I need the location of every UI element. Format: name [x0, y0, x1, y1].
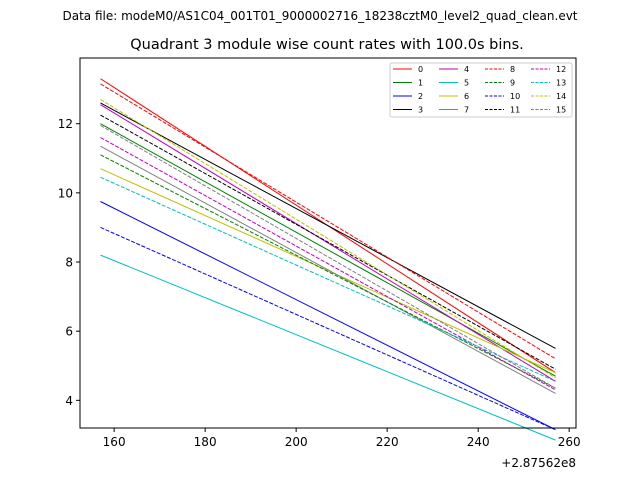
- legend-label-11: 11: [510, 106, 520, 115]
- legend-label-3: 3: [418, 106, 423, 115]
- series-line-13: [100, 176, 556, 382]
- legend-label-13: 13: [556, 79, 566, 88]
- x-tick-label-180: 180: [194, 435, 217, 449]
- y-axis: 4 6 8 10 12: [58, 117, 80, 408]
- series-line-15: [100, 124, 556, 389]
- series-line-1: [100, 123, 556, 377]
- chart-suptitle: Data file: modeM0/AS1C04_001T01_90000027…: [62, 9, 577, 23]
- plot-frame: [79, 57, 577, 429]
- series-line-11: [100, 114, 556, 370]
- legend-label-9: 9: [510, 79, 515, 88]
- series-line-12: [100, 137, 556, 391]
- legend-label-2: 2: [418, 92, 423, 101]
- x-axis: 160 180 200 220 240 260: [103, 428, 581, 449]
- x-offset-label: +2.87562e8: [501, 456, 576, 470]
- legend-label-14: 14: [556, 92, 566, 101]
- legend-label-6: 6: [464, 92, 469, 101]
- legend-label-7: 7: [464, 106, 469, 115]
- series-line-14: [100, 99, 556, 379]
- series-line-5: [100, 254, 556, 441]
- y-tick-label-6: 6: [65, 325, 73, 339]
- chart-title: Quadrant 3 module wise count rates with …: [130, 37, 524, 53]
- series-line-2: [100, 201, 556, 431]
- legend-frame: [389, 62, 573, 118]
- x-tick-label-240: 240: [467, 435, 490, 449]
- legend-label-15: 15: [556, 106, 566, 115]
- series-line-7: [100, 145, 556, 394]
- x-tick-label-220: 220: [376, 435, 399, 449]
- legend-label-8: 8: [510, 65, 515, 74]
- series-line-10: [100, 226, 556, 431]
- y-tick-label-4: 4: [65, 394, 73, 408]
- x-tick-label-200: 200: [285, 435, 308, 449]
- legend-label-0: 0: [418, 65, 423, 74]
- legend-label-12: 12: [556, 65, 566, 74]
- series-line-6: [100, 168, 556, 374]
- x-tick-label-160: 160: [103, 435, 126, 449]
- series-line-3: [100, 102, 556, 349]
- y-tick-label-10: 10: [58, 186, 73, 200]
- series-lines: [100, 78, 556, 441]
- series-line-9: [100, 154, 556, 389]
- y-tick-label-12: 12: [58, 117, 73, 131]
- legend-label-1: 1: [418, 79, 423, 88]
- x-tick-label-260: 260: [558, 435, 581, 449]
- y-tick-label-8: 8: [65, 256, 73, 270]
- series-line-8: [100, 83, 556, 360]
- legend-label-10: 10: [510, 92, 520, 101]
- legend-label-4: 4: [464, 65, 469, 74]
- series-line-4: [100, 104, 556, 382]
- legend-label-5: 5: [464, 79, 469, 88]
